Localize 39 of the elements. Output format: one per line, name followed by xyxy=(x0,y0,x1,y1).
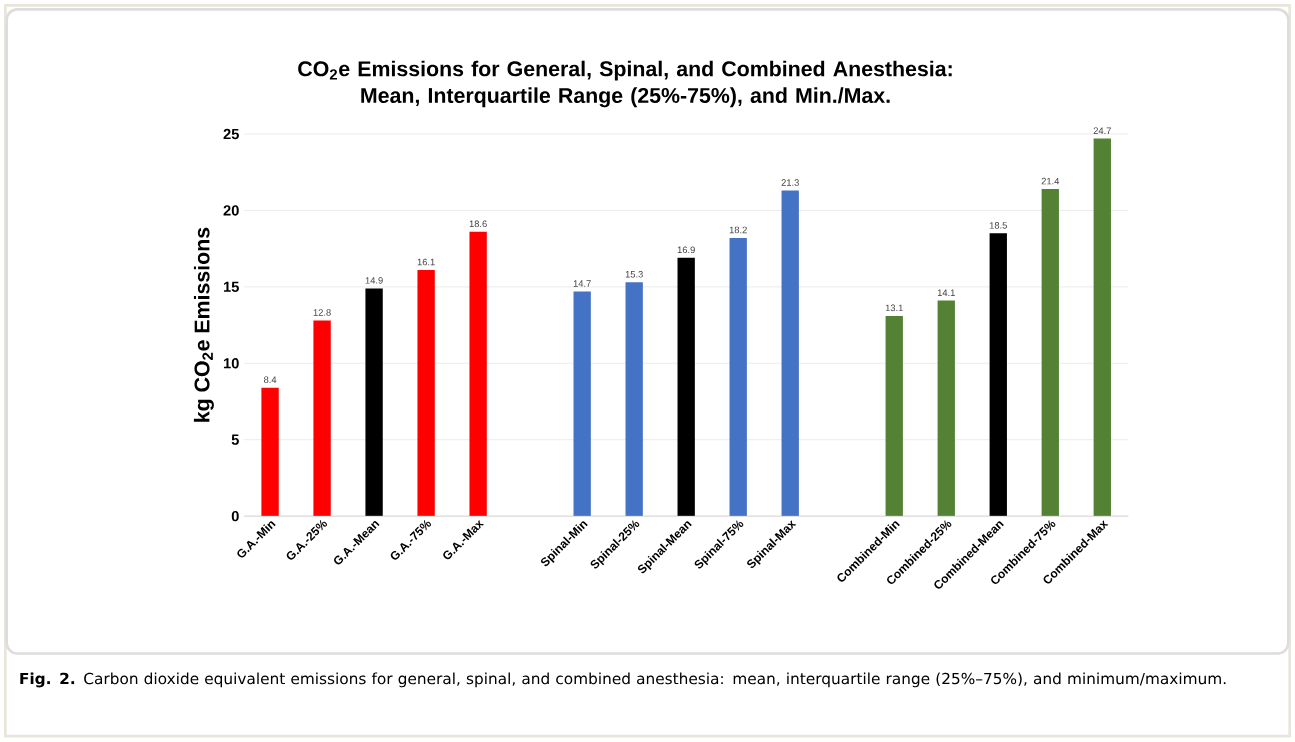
y-tick-label: 15 xyxy=(223,281,239,293)
bar xyxy=(937,300,955,517)
data-label: 12.8 xyxy=(313,309,331,316)
bar xyxy=(261,387,279,517)
bar xyxy=(989,233,1007,517)
bar xyxy=(469,232,487,517)
bar xyxy=(885,316,903,517)
bar xyxy=(313,320,331,517)
data-label: 24.7 xyxy=(1093,127,1111,135)
data-label: 14.9 xyxy=(365,277,383,284)
text: Fig. 2. Carbon dioxide equivalent emissions for general, spinal, and combined anesthesia: mean, interquartile range (25%–75%), and minimum/maximum. xyxy=(20,672,1226,688)
data-label: 13.1 xyxy=(885,304,903,312)
bar xyxy=(781,190,799,517)
bar xyxy=(1041,189,1059,517)
bar xyxy=(365,288,383,517)
chart-title: CO$_{2}$e Emissions for General, Spinal, and Combined Anesthesia: Mean, Interquartile Range (25%-75%), and Min./Max. xyxy=(298,60,952,108)
data-label: 8.4 xyxy=(263,376,277,384)
bar xyxy=(729,238,747,517)
y-tick-label: 5 xyxy=(231,434,239,446)
y-axis-title: kg CO$_{2}$e Emissions xyxy=(193,228,214,422)
data-label: 16.1 xyxy=(417,258,435,266)
data-label: 16.9 xyxy=(677,246,695,254)
data-label: 15.3 xyxy=(625,271,643,278)
y-tick-label: 25 xyxy=(223,129,239,140)
y-tick-label: 0 xyxy=(231,511,239,522)
data-label: 18.5 xyxy=(989,222,1007,229)
data-label: 14.1 xyxy=(937,289,955,297)
y-tick-label: 10 xyxy=(223,358,239,369)
data-label: 21.3 xyxy=(781,179,799,187)
data-label: 18.6 xyxy=(469,220,487,228)
bar xyxy=(573,291,591,517)
bar xyxy=(1093,138,1111,517)
data-label: 18.2 xyxy=(729,226,747,234)
data-label: 21.4 xyxy=(1041,178,1060,185)
y-tick-label: 20 xyxy=(223,205,239,216)
bar xyxy=(417,270,435,517)
data-label: 14.7 xyxy=(573,280,591,287)
bar xyxy=(625,282,643,517)
bar xyxy=(677,258,695,517)
